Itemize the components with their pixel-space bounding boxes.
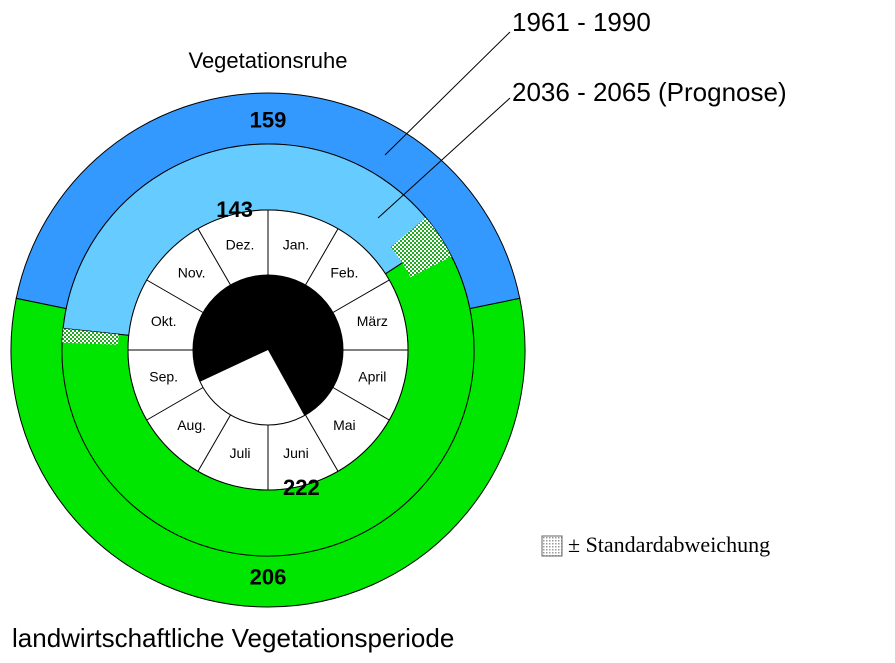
month-label: Okt.: [151, 313, 177, 329]
legend-text: ± Standardabweichung: [568, 532, 770, 557]
month-label: Dez.: [226, 236, 255, 252]
callout-line: [377, 97, 511, 219]
month-label: Nov.: [178, 264, 206, 280]
month-label: Feb.: [330, 264, 358, 280]
value-label: 143: [216, 197, 253, 222]
callout-line: [384, 31, 511, 156]
month-label: Juni: [283, 445, 309, 461]
rings: [10, 92, 526, 608]
month-divider: [197, 228, 231, 286]
month-divider: [305, 414, 339, 472]
legend-swatch: [541, 535, 563, 557]
std-dev-area: [390, 217, 452, 278]
month-divider: [197, 414, 231, 472]
std-dev-area: [62, 328, 119, 345]
month-divider: [305, 228, 339, 286]
month-divider: [332, 387, 390, 421]
month-divider: [146, 279, 204, 313]
dormancy-label: Vegetationsruhe: [188, 48, 347, 73]
legend-entry: 1961 - 1990: [512, 7, 651, 37]
vegetation-label: landwirtschaftliche Vegetationsperiode: [12, 623, 454, 653]
value-label: 206: [250, 564, 287, 589]
month-label: März: [357, 313, 388, 329]
month-label: Jan.: [283, 236, 309, 252]
month-label: Sep.: [149, 369, 178, 385]
value-label: 159: [250, 107, 287, 132]
month-label: Juli: [230, 445, 251, 461]
month-divider: [332, 279, 390, 313]
legend-entry: 2036 - 2065 (Prognose): [512, 77, 787, 107]
month-label: Mai: [333, 417, 356, 433]
decoration: 159 206 143 222 Jan. Feb. März April Mai Juni Juli…: [149, 107, 388, 589]
month-label: Aug.: [177, 417, 206, 433]
black-sector: [192, 274, 343, 416]
month-label: April: [358, 369, 386, 385]
value-label: 222: [283, 475, 320, 500]
month-divider: [146, 387, 204, 421]
